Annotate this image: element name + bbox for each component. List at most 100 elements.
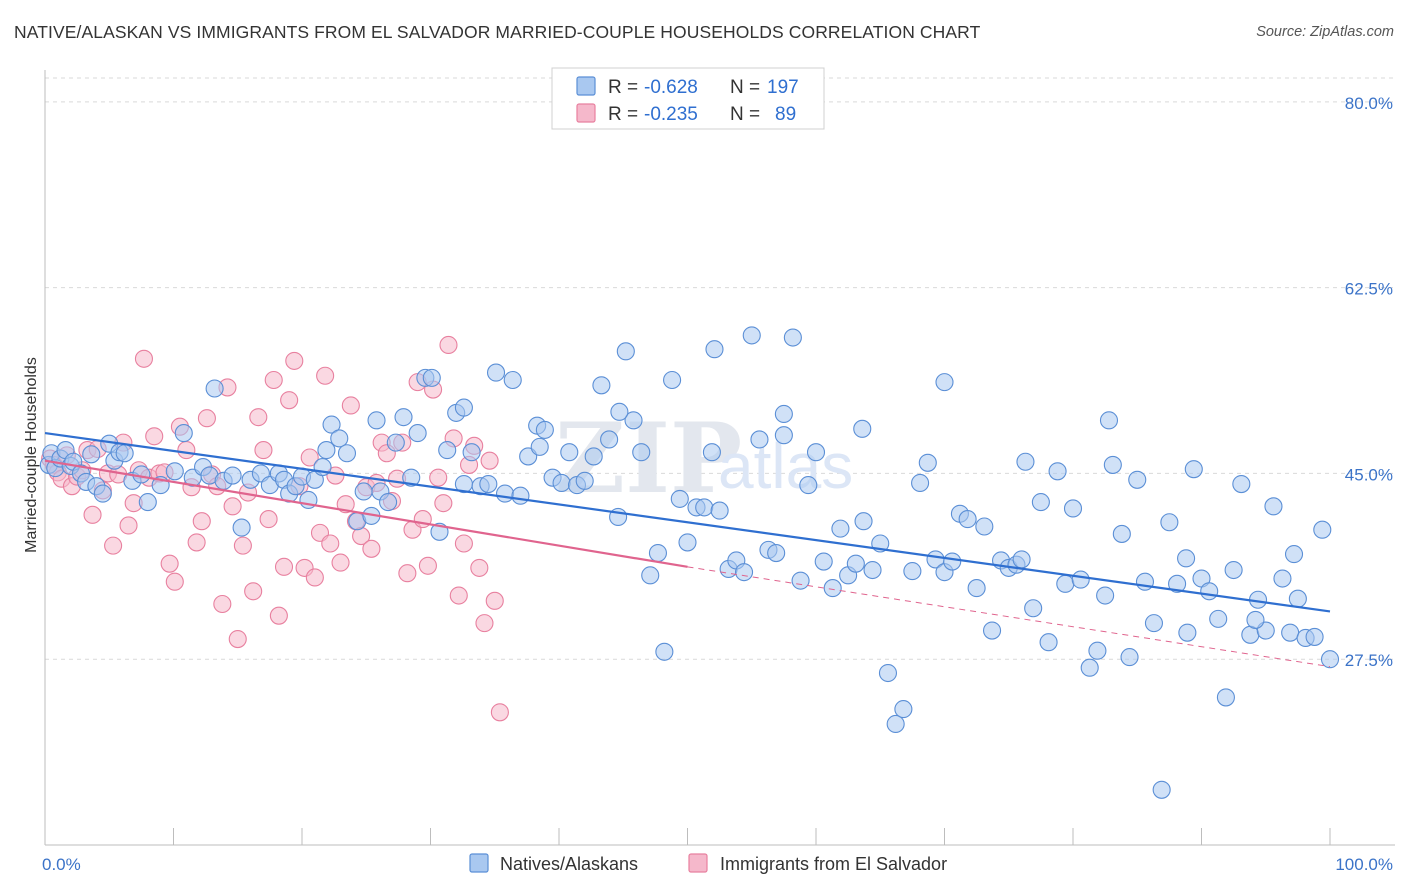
natives-point bbox=[322, 415, 341, 434]
natives-point bbox=[1120, 648, 1139, 667]
el-salvador-point bbox=[470, 558, 489, 577]
natives-point bbox=[317, 441, 336, 460]
natives-point bbox=[165, 462, 184, 481]
natives-point bbox=[232, 518, 251, 537]
natives-point bbox=[1177, 549, 1196, 568]
natives-point bbox=[422, 368, 441, 387]
legend-box bbox=[551, 67, 825, 130]
legend-swatch-el-salvador bbox=[576, 103, 596, 123]
natives-point bbox=[663, 370, 682, 390]
trend-lines bbox=[44, 431, 1331, 668]
natives-point bbox=[878, 663, 898, 683]
el-salvador-point bbox=[197, 409, 216, 428]
el-salvador-point bbox=[223, 497, 242, 516]
y-tick-label: 80.0% bbox=[1345, 94, 1393, 113]
natives-point bbox=[205, 379, 224, 398]
natives-point bbox=[530, 437, 549, 456]
natives-point bbox=[1305, 627, 1324, 646]
el-salvador-point bbox=[429, 468, 448, 487]
el-salvador-point bbox=[228, 629, 247, 649]
legend-r-label-natives: R = bbox=[608, 77, 638, 98]
natives-point bbox=[1232, 474, 1251, 494]
natives-point bbox=[454, 398, 473, 417]
el-salvador-point bbox=[145, 427, 164, 446]
natives-point bbox=[386, 433, 405, 452]
natives-point bbox=[174, 424, 193, 443]
natives-point bbox=[624, 411, 643, 430]
natives-point bbox=[678, 533, 697, 552]
el-salvador-point bbox=[134, 349, 153, 368]
natives-point bbox=[552, 473, 571, 493]
natives-point bbox=[560, 443, 579, 462]
natives-point bbox=[402, 468, 421, 487]
natives-point bbox=[616, 342, 635, 361]
natives-point bbox=[935, 373, 954, 392]
natives-point bbox=[1144, 614, 1164, 633]
chart-source: Source: ZipAtlas.com bbox=[1256, 24, 1394, 40]
natives-point bbox=[1246, 610, 1265, 629]
natives-point bbox=[863, 560, 882, 580]
natives-point bbox=[1103, 455, 1122, 474]
natives-point bbox=[814, 552, 833, 571]
natives-point bbox=[438, 441, 457, 460]
natives-point bbox=[695, 498, 714, 517]
natives-point bbox=[479, 474, 498, 494]
natives-point bbox=[641, 566, 660, 585]
natives-point bbox=[1128, 470, 1147, 489]
natives-point bbox=[1264, 497, 1283, 516]
el-salvador-point bbox=[418, 556, 437, 575]
natives-point bbox=[806, 443, 826, 462]
natives-point bbox=[1273, 569, 1292, 588]
natives-point bbox=[823, 579, 842, 598]
natives-point bbox=[943, 552, 962, 571]
el-salvador-point bbox=[274, 557, 294, 576]
el-salvador-trend-extension bbox=[687, 566, 1331, 668]
natives-point bbox=[575, 471, 594, 490]
el-salvador-point bbox=[336, 495, 355, 514]
el-salvador-point bbox=[475, 614, 494, 633]
el-salvador-point bbox=[316, 366, 335, 385]
bottom-legend-natives: Natives/Alaskans bbox=[500, 854, 638, 874]
natives-point bbox=[1088, 641, 1107, 660]
natives-point bbox=[535, 420, 554, 439]
natives-point bbox=[408, 424, 427, 443]
el-salvador-point bbox=[362, 539, 381, 558]
x-tick-label: 100.0% bbox=[1335, 855, 1393, 874]
el-salvador-point bbox=[244, 582, 263, 601]
natives-point bbox=[648, 543, 667, 563]
natives-point bbox=[1284, 545, 1304, 564]
el-salvador-point bbox=[341, 396, 360, 415]
natives-trend-line bbox=[44, 431, 1331, 613]
el-salvador-point bbox=[119, 516, 138, 535]
natives-point bbox=[982, 621, 1002, 640]
natives-point bbox=[1112, 524, 1131, 543]
legend-n-label-el-salvador: N = bbox=[730, 104, 760, 125]
correlation-legend: R = -0.628 N = 197 R = -0.235 N = 89 bbox=[551, 67, 825, 130]
el-salvador-point bbox=[165, 572, 184, 591]
natives-point bbox=[1071, 570, 1090, 589]
el-salvador-point bbox=[331, 553, 350, 572]
natives-point bbox=[670, 489, 689, 508]
x-tick-label: 0.0% bbox=[42, 855, 81, 874]
natives-point bbox=[1099, 411, 1119, 430]
natives-point bbox=[1096, 586, 1115, 605]
bottom-legend-el-salvador: Immigrants from El Salvador bbox=[720, 854, 947, 874]
el-salvador-point bbox=[285, 351, 304, 370]
el-salvador-point bbox=[187, 533, 206, 552]
natives-point bbox=[1080, 658, 1099, 677]
natives-point bbox=[1209, 609, 1228, 628]
legend-n-value-el-salvador: 89 bbox=[775, 104, 796, 125]
natives-point bbox=[132, 465, 151, 484]
natives-point bbox=[1168, 574, 1187, 593]
chart-title: NATIVE/ALASKAN VS IMMIGRANTS FROM EL SAL… bbox=[14, 22, 981, 42]
natives-point bbox=[705, 340, 724, 359]
gridlines bbox=[45, 77, 1395, 660]
y-tick-label: 27.5% bbox=[1345, 651, 1393, 670]
natives-point bbox=[854, 512, 873, 531]
el-salvador-point bbox=[449, 586, 468, 605]
natives-point bbox=[655, 642, 674, 661]
natives-point bbox=[967, 579, 986, 598]
natives-point bbox=[462, 443, 481, 462]
natives-point bbox=[767, 543, 786, 563]
el-salvador-point bbox=[254, 441, 273, 460]
